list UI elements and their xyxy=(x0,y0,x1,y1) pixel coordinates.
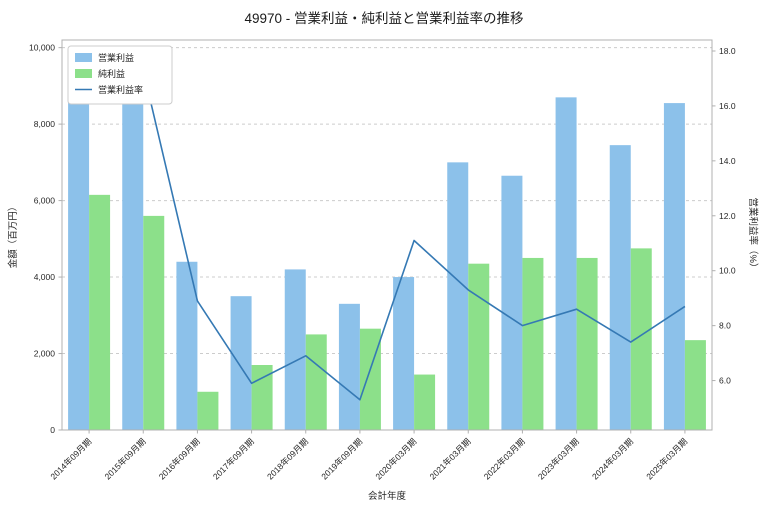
net-profit-bar xyxy=(576,257,598,430)
x-tick-label: 2017年09月期 xyxy=(211,436,256,481)
x-axis-label: 会計年度 xyxy=(368,490,407,502)
y-right-axis-label: 営業利益率（%） xyxy=(747,198,759,273)
legend-label-operating-profit: 営業利益 xyxy=(98,52,134,63)
operating-profit-bar xyxy=(609,145,631,430)
x-tick-label: 2022年03月期 xyxy=(482,436,527,481)
y-left-tick-label: 2,000 xyxy=(34,349,56,359)
y-left-tick-label: 0 xyxy=(50,425,55,435)
net-profit-bar xyxy=(684,340,706,430)
net-profit-bar xyxy=(143,215,165,430)
y-left-tick-label: 10,000 xyxy=(29,43,55,53)
y-right-tick-label: 18.0 xyxy=(719,46,736,56)
net-profit-bar xyxy=(468,263,490,430)
net-profit-bar xyxy=(359,328,381,430)
operating-profit-bar xyxy=(122,47,144,430)
legend-swatch-operating-profit xyxy=(75,53,92,62)
net-profit-bar xyxy=(414,374,436,430)
x-tick-label: 2019年09月期 xyxy=(319,436,364,481)
y-right-tick-label: 12.0 xyxy=(719,211,736,221)
y-left-tick-label: 6,000 xyxy=(34,196,56,206)
net-profit-bar xyxy=(630,248,652,430)
operating-profit-bar xyxy=(338,303,360,430)
operating-profit-bar xyxy=(68,74,90,430)
operating-profit-bar xyxy=(230,296,252,430)
operating-profit-bar xyxy=(284,269,306,430)
x-tick-label: 2015年09月期 xyxy=(102,436,147,481)
legend-swatch-net-profit xyxy=(75,69,92,78)
x-tick-label: 2014年09月期 xyxy=(48,436,93,481)
x-tick-label: 2021年03月期 xyxy=(427,436,472,481)
legend-label-operating-margin: 営業利益率 xyxy=(98,84,143,95)
chart-title: 49970 - 営業利益・純利益と営業利益率の推移 xyxy=(244,11,524,26)
x-tick-label: 2018年09月期 xyxy=(265,436,310,481)
y-left-axis-label: 金額（百万円） xyxy=(7,202,19,269)
operating-profit-bar xyxy=(501,175,523,430)
legend-box xyxy=(67,45,173,105)
y-right-tick-label: 14.0 xyxy=(719,156,736,166)
x-tick-label: 2016年09月期 xyxy=(157,436,202,481)
net-profit-bar xyxy=(305,334,327,430)
net-profit-bar xyxy=(522,257,544,430)
operating-profit-bar xyxy=(393,277,415,430)
x-tick-label: 2023年03月期 xyxy=(536,436,581,481)
legend-label-net-profit: 純利益 xyxy=(98,68,125,79)
net-profit-bar xyxy=(197,391,219,430)
x-tick-label: 2025年03月期 xyxy=(644,436,689,481)
operating-profit-bar xyxy=(447,162,469,430)
y-right-tick-label: 8.0 xyxy=(719,321,731,331)
y-right-tick-label: 16.0 xyxy=(719,101,736,111)
y-right-tick-label: 6.0 xyxy=(719,376,731,386)
net-profit-bar xyxy=(89,194,111,430)
x-tick-label: 2020年03月期 xyxy=(373,436,418,481)
y-left-tick-label: 4,000 xyxy=(34,272,56,282)
operating-profit-bar xyxy=(663,103,685,431)
x-tick-label: 2024年03月期 xyxy=(590,436,635,481)
operating-margin-line xyxy=(88,69,686,401)
plot-border xyxy=(61,39,713,431)
operating-profit-bar xyxy=(176,261,198,430)
operating-profit-bar xyxy=(555,97,577,431)
y-left-tick-label: 8,000 xyxy=(34,119,56,129)
y-right-tick-label: 10.0 xyxy=(719,266,736,276)
plot-area xyxy=(62,40,712,430)
